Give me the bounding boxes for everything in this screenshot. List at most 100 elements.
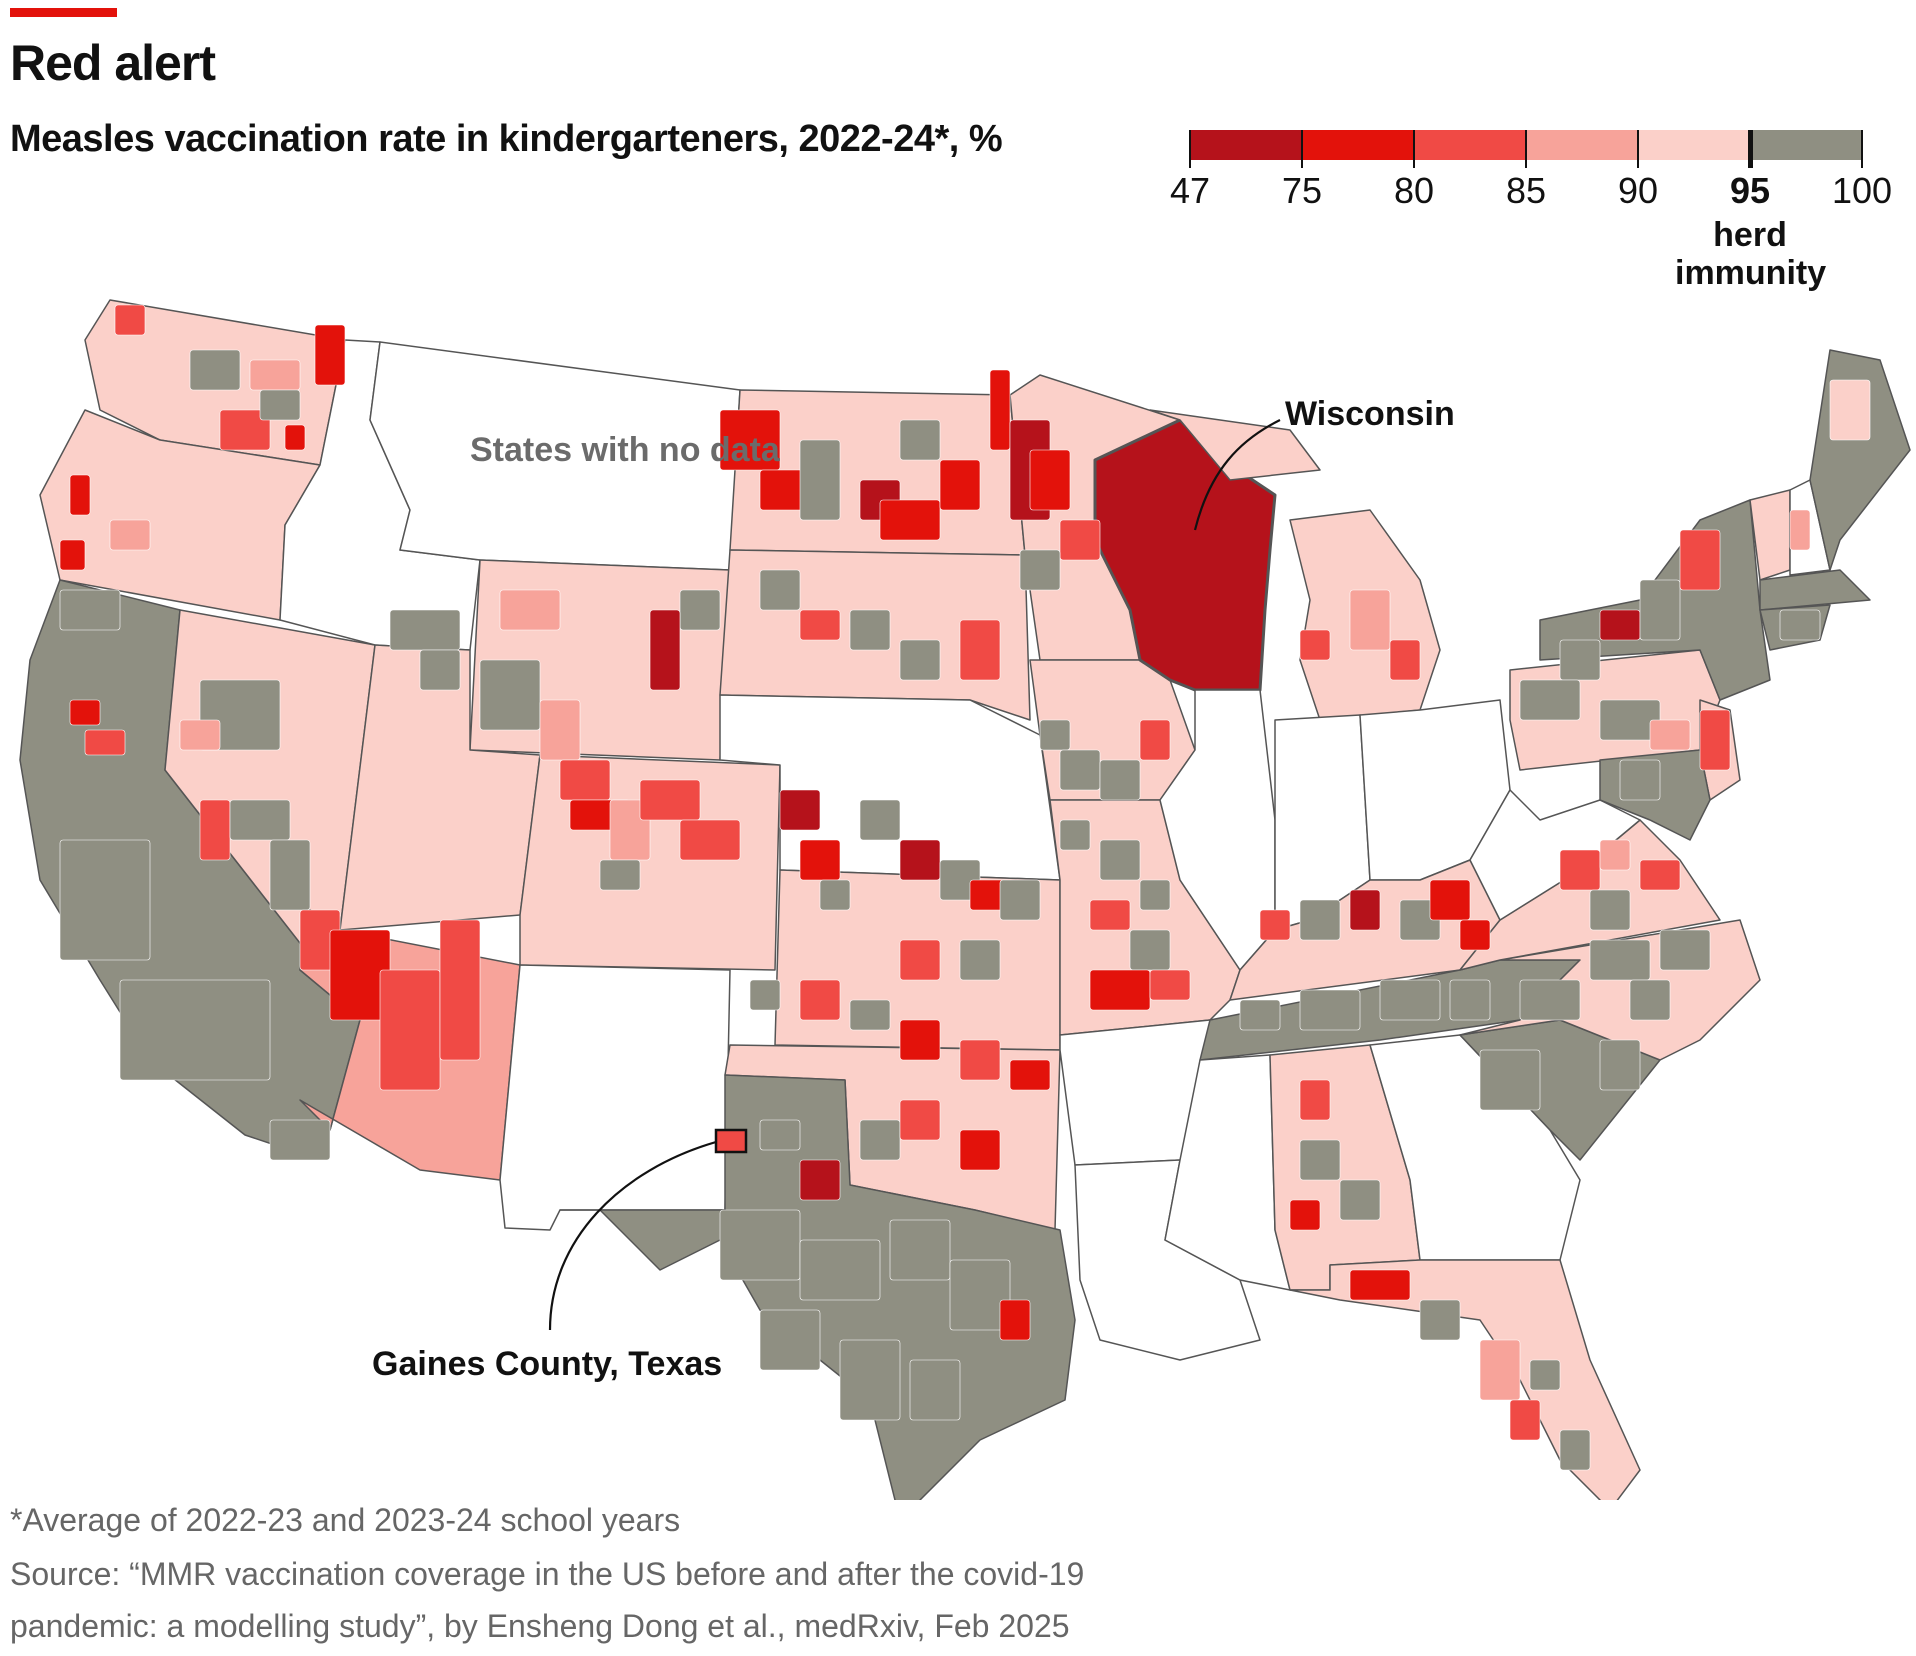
legend-tick-label: 75 <box>1281 170 1323 211</box>
county-patch <box>1519 679 1581 721</box>
county-patch <box>1139 719 1171 761</box>
county-patch <box>59 589 121 631</box>
county-patch <box>259 389 301 421</box>
county-patch <box>249 359 301 391</box>
legend-tick <box>1189 130 1191 168</box>
county-patch <box>849 609 891 651</box>
wisconsin-leader-line <box>1193 419 1281 531</box>
county-patch <box>1039 719 1071 751</box>
county-patch <box>719 409 781 471</box>
county-patch <box>199 799 231 861</box>
county-patch <box>799 609 841 641</box>
legend-tick <box>1413 130 1415 168</box>
legend-swatch <box>1302 130 1414 160</box>
county-patch <box>1649 719 1691 751</box>
legend-tick-label: 80 <box>1393 170 1435 211</box>
county-patch <box>879 499 941 541</box>
county-patch <box>114 304 146 336</box>
county-patch <box>1349 889 1381 931</box>
county-patch <box>1599 839 1631 871</box>
legend-tick-label: 85 <box>1505 170 1547 211</box>
county-patch <box>1059 519 1101 561</box>
county-patch <box>1059 749 1101 791</box>
legend-tick-label: 90 <box>1617 170 1659 211</box>
source-line-1: Source: “MMR vaccination coverage in the… <box>10 1556 1085 1592</box>
legend-tick-label: 100 <box>1831 170 1893 211</box>
county-patch <box>1059 819 1091 851</box>
county-patch <box>759 1309 821 1371</box>
county-patch <box>479 659 541 731</box>
accent-bar <box>10 8 117 17</box>
county-patch <box>1339 1179 1381 1221</box>
county-patch <box>284 424 306 451</box>
county-patch <box>1629 979 1671 1021</box>
county-patch <box>859 1119 901 1161</box>
no-data-label: States with no data <box>470 431 780 469</box>
county-patch <box>1239 999 1281 1031</box>
county-patch <box>1509 1399 1541 1441</box>
county-patch <box>59 839 151 961</box>
county-patch <box>1639 859 1681 891</box>
county-patch <box>649 609 681 691</box>
county-patch <box>84 729 126 756</box>
county-patch <box>989 369 1011 451</box>
county-patch <box>1099 759 1141 801</box>
county-patch <box>69 699 101 726</box>
county-patch <box>389 609 461 651</box>
legend-swatch <box>1750 130 1862 160</box>
county-patch <box>839 1339 901 1421</box>
county-patch <box>849 999 891 1031</box>
county-patch <box>499 589 561 631</box>
state-new-mexico <box>499 964 731 1231</box>
county-patch <box>1639 579 1681 641</box>
county-patch <box>959 619 1001 681</box>
county-patch <box>819 879 851 911</box>
county-patch <box>899 419 941 461</box>
chart-subtitle: Measles vaccination rate in kindergarten… <box>10 118 1003 160</box>
county-patch <box>269 1119 331 1161</box>
county-patch <box>59 539 86 571</box>
county-patch <box>109 519 151 551</box>
county-patch <box>1559 639 1601 681</box>
county-patch <box>679 589 721 631</box>
legend-tick <box>1748 130 1753 168</box>
county-patch <box>719 1209 801 1281</box>
county-patch <box>1089 969 1151 1011</box>
county-patch <box>1349 1269 1411 1301</box>
source-line-2: pandemic: a modelling study”, by Ensheng… <box>10 1608 1070 1644</box>
county-patch <box>799 439 841 521</box>
county-patch <box>1349 589 1391 651</box>
legend-tick-label: 47 <box>1169 170 1211 211</box>
legend-swatch <box>1414 130 1526 160</box>
county-patch <box>999 1299 1031 1341</box>
legend-tick <box>1861 130 1863 168</box>
county-patch <box>439 919 481 1061</box>
county-patch <box>1089 899 1131 931</box>
county-patch <box>799 1239 881 1301</box>
county-patch <box>1519 979 1581 1021</box>
county-patch <box>959 1129 1001 1171</box>
county-patch <box>179 719 221 751</box>
county-patch <box>189 349 241 391</box>
gaines-county-highlight <box>714 1128 748 1154</box>
county-patch <box>1289 1199 1321 1231</box>
county-patch <box>1559 849 1601 891</box>
county-patch <box>1029 449 1071 511</box>
county-patch <box>899 839 941 881</box>
county-patch <box>1619 759 1661 801</box>
county-patch <box>1459 919 1491 951</box>
county-patch <box>1299 899 1341 941</box>
county-patch <box>1379 979 1441 1021</box>
county-patch <box>1299 1079 1331 1121</box>
county-patch <box>949 1259 1011 1331</box>
county-patch <box>559 759 611 801</box>
county-patch <box>1659 929 1711 971</box>
county-patch <box>69 474 91 516</box>
legend-tick <box>1301 130 1303 168</box>
county-patch <box>899 939 941 981</box>
county-patch <box>939 459 981 511</box>
county-patch <box>1149 969 1191 1001</box>
state-massachusetts <box>1759 569 1871 611</box>
county-patch <box>219 409 271 451</box>
county-patch <box>1589 939 1651 981</box>
